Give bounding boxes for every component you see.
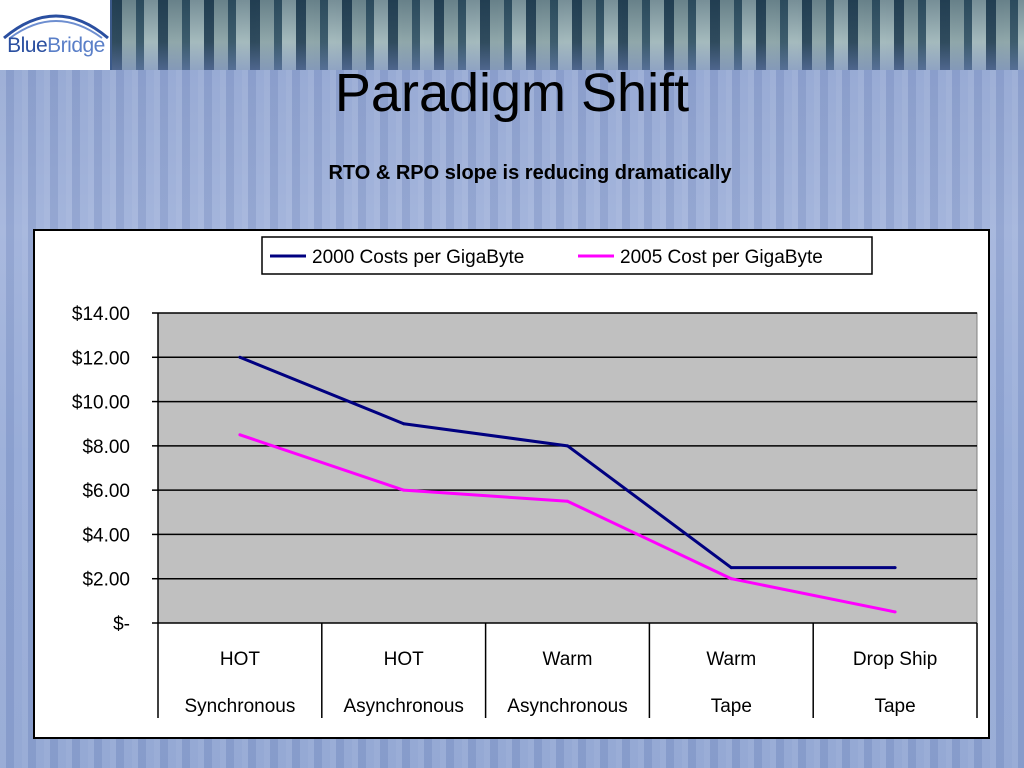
data-point <box>893 610 897 614</box>
bridge-arch-icon <box>3 14 109 40</box>
data-point <box>566 499 569 503</box>
header-banner-overlay <box>112 0 1024 70</box>
company-logo: BlueBridge <box>0 0 112 70</box>
y-tick-label: $10.00 <box>72 393 130 414</box>
x-tick-label: Warm <box>543 649 593 670</box>
data-point <box>893 566 897 570</box>
y-tick-label: $- <box>113 614 130 635</box>
logo-text-bridge: Bridge <box>47 34 105 57</box>
legend-label: 2000 Costs per GigaByte <box>312 247 524 268</box>
x-tick-label: Asynchronous <box>507 696 627 717</box>
plot-area <box>157 312 978 624</box>
y-tick-label: $8.00 <box>82 437 130 458</box>
y-tick-label: $4.00 <box>82 525 130 546</box>
y-tick-label: $6.00 <box>82 481 130 502</box>
legend-box <box>261 236 873 275</box>
chart-subtitle: RTO & RPO slope is reducing dramatically <box>328 162 732 184</box>
x-tick-label: Tape <box>711 696 752 717</box>
y-tick-label: $14.00 <box>72 304 130 325</box>
x-tick-label: Tape <box>874 696 915 717</box>
data-point <box>238 355 242 359</box>
data-point <box>238 433 242 437</box>
x-tick-label: Drop Ship <box>853 649 938 670</box>
data-point <box>402 422 406 426</box>
logo-text-blue: Blue <box>7 34 48 57</box>
x-tick-label: Warm <box>706 649 756 670</box>
data-point <box>729 566 733 570</box>
x-tick-label: HOT <box>384 649 425 670</box>
x-tick-label: HOT <box>220 649 261 670</box>
y-tick-label: $12.00 <box>72 348 130 369</box>
line-chart: $14.00 $12.00 $10.00 $8.00 $6.00 $4.00 $2.00 $-… <box>72 236 978 718</box>
page-title: Paradigm Shift <box>334 63 690 123</box>
legend-label: 2005 Cost per GigaByte <box>620 247 823 268</box>
data-point <box>566 444 569 448</box>
x-tick-label: Synchronous <box>184 696 295 717</box>
data-point <box>729 577 733 581</box>
y-tick-label: $2.00 <box>82 570 130 591</box>
logo-wordmark: BlueBridge <box>0 34 112 58</box>
data-point <box>402 488 406 492</box>
chart-container: $14.00 $12.00 $10.00 $8.00 $6.00 $4.00 $2.00 $-… <box>33 229 990 739</box>
x-tick-label: Asynchronous <box>343 696 463 717</box>
